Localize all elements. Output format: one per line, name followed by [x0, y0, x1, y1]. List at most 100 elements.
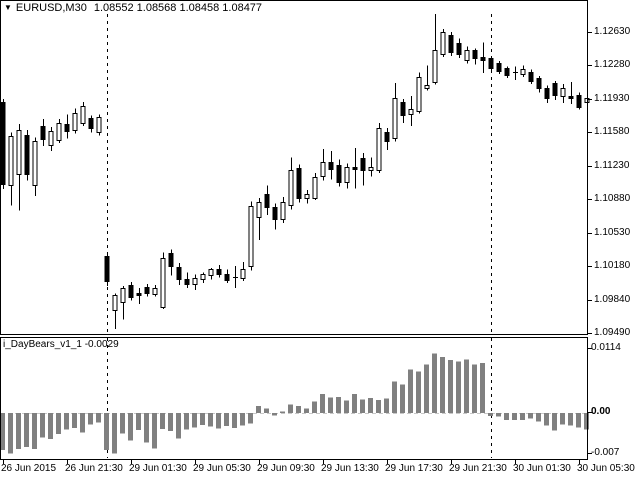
candle-body — [200, 274, 206, 280]
indicator-current-value: -0.0029 — [84, 339, 119, 350]
candle-body — [384, 132, 390, 142]
candle-body — [432, 50, 438, 83]
histogram-bar — [24, 413, 29, 448]
candle-body — [16, 130, 22, 175]
candle-body — [360, 158, 366, 171]
time-axis-label: 29 Jun 13:30 — [321, 463, 379, 474]
collapse-triangle-icon[interactable]: ▼ — [4, 3, 12, 12]
candle-body — [440, 32, 446, 55]
histogram-bar — [528, 413, 533, 419]
histogram-bar — [200, 413, 205, 425]
candle-body — [464, 50, 470, 61]
histogram-bar — [560, 413, 565, 425]
candle-body — [568, 96, 574, 99]
histogram-bar — [64, 413, 69, 430]
histogram-bar — [144, 413, 149, 443]
candle-body — [368, 167, 374, 171]
indicator-name: i_DayBears_v1_1 — [3, 339, 82, 350]
histogram-bar — [416, 371, 421, 413]
candle-body — [56, 123, 62, 141]
candle-body — [304, 194, 310, 199]
histogram-bar — [400, 384, 405, 413]
indicator-axis-label: 0.0114 — [591, 342, 621, 353]
symbol-period-label: EURUSD,M30 — [15, 2, 87, 14]
histogram-bar — [272, 413, 277, 416]
indicator-frame — [0, 337, 588, 460]
histogram-bar — [512, 413, 517, 420]
candle-body — [184, 279, 190, 285]
histogram-bar — [184, 413, 189, 430]
candle-body — [296, 168, 302, 199]
time-axis-label: 29 Jun 17:30 — [385, 463, 443, 474]
histogram-bar — [552, 413, 557, 431]
candle-body — [560, 88, 566, 97]
histogram-bar — [88, 413, 93, 425]
candle-body — [120, 288, 126, 303]
time-axis-label: 26 Jun 21:30 — [65, 463, 123, 474]
histogram-bar — [224, 413, 229, 427]
price-axis-label: 1.11230 — [594, 160, 630, 171]
candle-body — [320, 162, 326, 177]
candle-body — [576, 95, 582, 108]
time-axis-label: 30 Jun 01:30 — [513, 463, 571, 474]
histogram-bar — [440, 357, 445, 413]
price-axis-label: 1.10880 — [594, 193, 631, 204]
histogram-bar — [128, 413, 133, 441]
histogram-bar — [48, 413, 53, 440]
candle-doji — [513, 72, 518, 73]
histogram-bar — [576, 413, 581, 428]
histogram-bar — [288, 404, 293, 413]
candle-body — [480, 57, 486, 61]
candle-body — [336, 165, 342, 183]
histogram-bar — [176, 413, 181, 439]
histogram-bar — [264, 408, 269, 413]
candle-body — [544, 88, 550, 99]
histogram-bar — [312, 401, 317, 413]
candle-body — [240, 269, 246, 279]
candle-body — [488, 58, 494, 69]
candle-body — [376, 128, 382, 171]
histogram-bar — [16, 413, 21, 449]
candle-body — [448, 35, 454, 53]
candle-body — [136, 293, 142, 296]
indicator-label: i_DayBears_v1_1 -0.0029 — [3, 339, 119, 350]
histogram-bar — [80, 413, 85, 433]
candle-body — [264, 194, 270, 208]
candle-body — [176, 267, 182, 280]
histogram-bar — [392, 381, 397, 413]
histogram-bar — [568, 413, 573, 426]
histogram-bar — [432, 353, 437, 413]
histogram-bar — [136, 413, 141, 431]
price-axis-label: 1.09840 — [594, 294, 631, 305]
candle-body — [280, 202, 286, 220]
time-axis-label: 29 Jun 05:30 — [193, 463, 251, 474]
histogram-bar — [56, 413, 61, 435]
histogram-bar — [496, 413, 501, 417]
indicator-axis-label: -0.007 — [591, 447, 620, 458]
candle-body — [272, 207, 278, 220]
candle-body — [0, 102, 6, 185]
candle-body — [456, 43, 462, 55]
price-axis-label: 1.09490 — [594, 327, 631, 338]
candle-body — [152, 288, 158, 295]
candle-body — [112, 295, 118, 311]
price-axis-label: 1.11580 — [594, 126, 630, 137]
candle-body — [528, 72, 534, 82]
chart-header: ▼ EURUSD,M30 1.08552 1.08568 1.08458 1.084… — [4, 2, 262, 14]
time-axis-label: 26 Jun 2015 — [1, 463, 57, 474]
candle-body — [144, 287, 150, 294]
histogram-bar — [328, 397, 333, 413]
candle-body — [104, 256, 110, 282]
candle-body — [88, 118, 94, 129]
histogram-bar — [544, 413, 549, 426]
histogram-bar — [584, 413, 589, 430]
histogram-bar — [208, 413, 213, 427]
candle-body — [80, 106, 86, 124]
candle-body — [400, 102, 406, 116]
time-axis-label: 29 Jun 01:30 — [129, 463, 187, 474]
candle-body — [536, 78, 542, 89]
histogram-bar — [424, 364, 429, 413]
histogram-bar — [232, 413, 237, 428]
